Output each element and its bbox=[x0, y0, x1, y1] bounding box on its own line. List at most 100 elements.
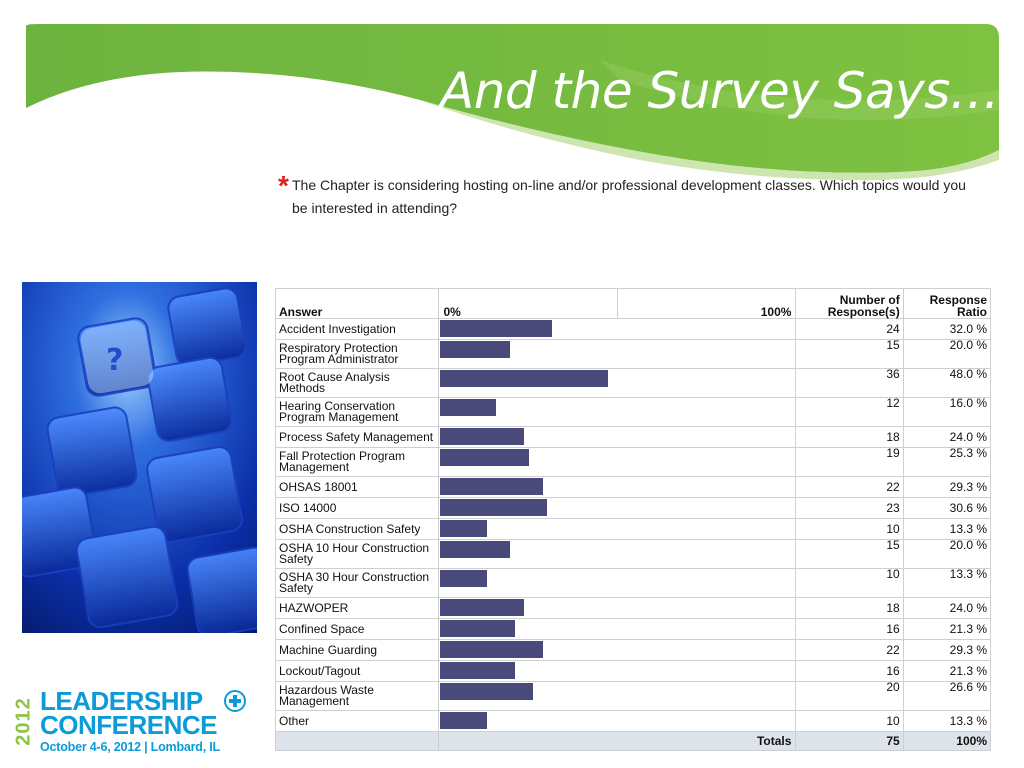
bar-cell bbox=[438, 318, 797, 340]
response-bar bbox=[440, 662, 516, 679]
response-count: 22 bbox=[795, 639, 904, 661]
response-count: 19 bbox=[795, 447, 904, 477]
response-count: 15 bbox=[795, 339, 904, 369]
response-count: 10 bbox=[795, 710, 904, 732]
response-bar bbox=[440, 449, 530, 466]
table-row: Confined Space 16 21.3 % bbox=[274, 618, 992, 640]
answer-label: OHSAS 18001 bbox=[274, 476, 440, 498]
response-ratio: 13.3 % bbox=[902, 710, 992, 732]
response-ratio: 21.3 % bbox=[902, 618, 992, 640]
table-header: Answer 0% 100% Number of Response(s) Resp… bbox=[274, 288, 992, 319]
response-ratio: 20.0 % bbox=[902, 539, 992, 569]
survey-question: * The Chapter is considering hosting on-… bbox=[278, 170, 978, 220]
totals-row: Totals 75 100% bbox=[274, 731, 992, 751]
response-count: 15 bbox=[795, 539, 904, 569]
answer-label: Other bbox=[274, 710, 440, 732]
answer-label: Hearing Conservation Program Management bbox=[274, 397, 440, 427]
response-ratio: 26.6 % bbox=[902, 681, 992, 711]
answer-label: OSHA 10 Hour Construction Safety bbox=[274, 539, 440, 569]
table-row: Other 10 13.3 % bbox=[274, 710, 992, 732]
title-banner bbox=[26, 24, 999, 181]
response-bar bbox=[440, 599, 525, 616]
totals-label: Totals bbox=[438, 731, 797, 751]
question-text: The Chapter is considering hosting on-li… bbox=[292, 177, 966, 216]
bar-cell bbox=[438, 618, 797, 640]
response-ratio: 24.0 % bbox=[902, 597, 992, 619]
answer-label: Root Cause Analysis Methods bbox=[274, 368, 440, 398]
slide-title: And the Survey Says… bbox=[440, 62, 1000, 120]
answer-label: HAZWOPER bbox=[274, 597, 440, 619]
table-row: Accident Investigation 24 32.0 % bbox=[274, 318, 992, 340]
svg-text:?: ? bbox=[106, 343, 123, 378]
header-scale: 0% 100% bbox=[438, 288, 797, 319]
table-row: Root Cause Analysis Methods 36 48.0 % bbox=[274, 368, 992, 398]
bar-cell bbox=[438, 660, 797, 682]
logo-year: 2012 bbox=[12, 697, 35, 746]
answer-label: OSHA 30 Hour Construction Safety bbox=[274, 568, 440, 598]
bar-cell bbox=[438, 426, 797, 448]
logo-leadership: LEADERSHIP bbox=[40, 686, 203, 716]
response-bar bbox=[440, 641, 544, 658]
response-ratio: 13.3 % bbox=[902, 518, 992, 540]
answer-label: Hazardous Waste Management bbox=[274, 681, 440, 711]
bar-cell bbox=[438, 339, 797, 369]
answer-label: Accident Investigation bbox=[274, 318, 440, 340]
response-ratio: 48.0 % bbox=[902, 368, 992, 398]
scale-min: 0% bbox=[443, 305, 461, 319]
table-row: OSHA Construction Safety 10 13.3 % bbox=[274, 518, 992, 540]
table-row: Machine Guarding 22 29.3 % bbox=[274, 639, 992, 661]
response-bar bbox=[440, 341, 511, 358]
header-answer: Answer bbox=[274, 288, 440, 319]
table-row: Process Safety Management 18 24.0 % bbox=[274, 426, 992, 448]
response-count: 16 bbox=[795, 660, 904, 682]
bar-cell bbox=[438, 447, 797, 477]
table-row: ISO 14000 23 30.6 % bbox=[274, 497, 992, 519]
table-row: OSHA 30 Hour Construction Safety 10 13.3 % bbox=[274, 568, 992, 598]
response-count: 20 bbox=[795, 681, 904, 711]
table-row: Respiratory Protection Program Administr… bbox=[274, 339, 992, 369]
response-ratio: 29.3 % bbox=[902, 639, 992, 661]
response-count: 16 bbox=[795, 618, 904, 640]
response-bar bbox=[440, 399, 497, 416]
response-count: 10 bbox=[795, 568, 904, 598]
answer-label: OSHA Construction Safety bbox=[274, 518, 440, 540]
response-bar bbox=[440, 499, 548, 516]
bar-cell bbox=[438, 539, 797, 569]
response-ratio: 20.0 % bbox=[902, 339, 992, 369]
response-bar bbox=[440, 478, 544, 495]
response-count: 23 bbox=[795, 497, 904, 519]
response-bar bbox=[440, 712, 488, 729]
response-count: 22 bbox=[795, 476, 904, 498]
table-row: OHSAS 18001 22 29.3 % bbox=[274, 476, 992, 498]
response-ratio: 30.6 % bbox=[902, 497, 992, 519]
table-row: Lockout/Tagout 16 21.3 % bbox=[274, 660, 992, 682]
answer-label: Lockout/Tagout bbox=[274, 660, 440, 682]
bar-cell bbox=[438, 681, 797, 711]
response-count: 12 bbox=[795, 397, 904, 427]
table-row: OSHA 10 Hour Construction Safety 15 20.0 % bbox=[274, 539, 992, 569]
answer-label: Confined Space bbox=[274, 618, 440, 640]
response-ratio: 29.3 % bbox=[902, 476, 992, 498]
response-count: 18 bbox=[795, 597, 904, 619]
table-row: Hazardous Waste Management 20 26.6 % bbox=[274, 681, 992, 711]
response-bar bbox=[440, 541, 511, 558]
response-bar bbox=[440, 683, 534, 700]
survey-results: Answer 0% 100% Number of Response(s) Resp… bbox=[274, 288, 992, 751]
header-count: Number of Response(s) bbox=[795, 288, 904, 319]
conference-logo: 2012 LEADERSHIP CONFERENCE October 4-6, … bbox=[12, 686, 246, 758]
bar-cell bbox=[438, 639, 797, 661]
bar-cell bbox=[438, 568, 797, 598]
required-asterisk: * bbox=[278, 170, 289, 201]
scale-max: 100% bbox=[760, 305, 792, 319]
bar-cell bbox=[438, 497, 797, 519]
bar-cell bbox=[438, 476, 797, 498]
response-bar bbox=[440, 570, 488, 587]
response-count: 18 bbox=[795, 426, 904, 448]
bar-cell bbox=[438, 397, 797, 427]
results-table: Answer 0% 100% Number of Response(s) Resp… bbox=[274, 288, 992, 751]
response-bar bbox=[440, 620, 516, 637]
response-ratio: 13.3 % bbox=[902, 568, 992, 598]
totals-count: 75 bbox=[795, 731, 904, 751]
header-ratio: Response Ratio bbox=[902, 288, 992, 319]
response-count: 24 bbox=[795, 318, 904, 340]
